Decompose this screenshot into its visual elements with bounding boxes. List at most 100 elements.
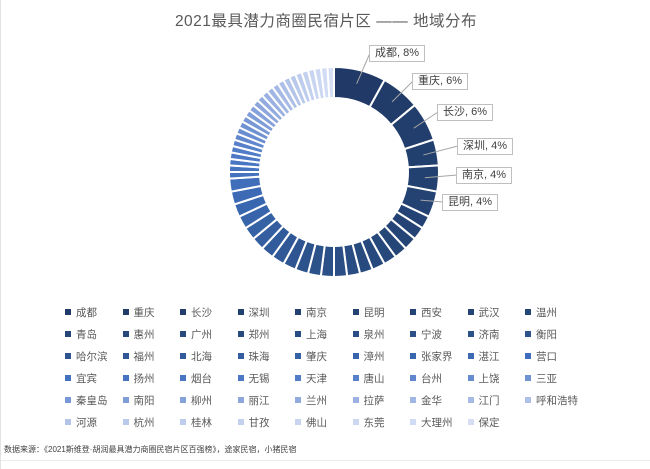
legend-item-label: 东莞	[363, 416, 385, 429]
legend-marker-icon	[295, 419, 301, 425]
leader-line	[391, 80, 414, 103]
legend-item-label: 佛山	[306, 416, 327, 429]
legend-marker-icon	[237, 309, 244, 315]
legend-marker-icon	[410, 397, 416, 403]
callout-label: 昆明, 4%	[442, 194, 499, 211]
legend-item: 大理州	[410, 415, 468, 430]
legend-marker-icon	[122, 397, 129, 403]
legend-item: 丽江	[237, 393, 296, 408]
legend-marker-icon	[525, 331, 531, 337]
legend-item-label: 台州	[421, 372, 442, 385]
legend-marker-icon	[352, 419, 359, 425]
legend-item: 青岛	[65, 327, 123, 342]
legend-item: 郑州	[237, 327, 296, 342]
legend-item-label: 惠州	[133, 328, 155, 341]
legend-marker-icon	[467, 309, 474, 315]
legend-marker-icon	[352, 331, 359, 337]
legend-marker-icon	[467, 375, 474, 381]
legend-item-label: 拉萨	[363, 394, 385, 407]
legend-item: 扬州	[122, 371, 181, 386]
legend-marker-icon	[352, 309, 359, 315]
legend-item-label: 扬州	[133, 372, 155, 385]
legend-marker-icon	[65, 375, 71, 381]
legend-marker-icon	[122, 419, 129, 425]
legend-item: 金华	[410, 393, 468, 408]
legend-item: 惠州	[122, 327, 181, 342]
leader-line	[420, 199, 444, 203]
legend-marker-icon	[237, 331, 244, 337]
legend-marker-icon	[65, 353, 71, 359]
legend-item-label: 柳州	[191, 394, 212, 407]
legend-item-label: 哈尔滨	[76, 350, 108, 363]
legend-item-label: 广州	[191, 328, 212, 341]
legend-marker-icon	[410, 375, 416, 381]
legend-item-label: 南阳	[133, 394, 155, 407]
legend-item: 东莞	[352, 415, 411, 430]
legend-marker-icon	[180, 309, 186, 315]
legend-marker-icon	[525, 353, 531, 359]
legend-item-label: 天津	[306, 372, 327, 385]
legend-item: 三亚	[525, 371, 583, 386]
legend-marker-icon	[295, 375, 301, 381]
legend-item-label: 营口	[536, 350, 557, 363]
legend-marker-icon	[180, 375, 186, 381]
legend-item-label: 成都	[76, 306, 97, 319]
legend-item-label: 杭州	[133, 416, 155, 429]
legend-item: 福州	[122, 349, 181, 364]
callout-label: 重庆, 6%	[412, 73, 469, 90]
legend-item-label: 金华	[421, 394, 442, 407]
legend-item-label: 北海	[191, 350, 212, 363]
chart-slice: 保定 1%	[326, 65, 335, 100]
legend-item: 哈尔滨	[65, 349, 123, 364]
legend-marker-icon	[65, 331, 71, 337]
legend-item: 深圳	[237, 305, 296, 320]
legend-marker-icon	[180, 353, 186, 359]
legend-item-label: 无锡	[248, 372, 270, 385]
legend-item-label: 甘孜	[248, 416, 270, 429]
legend-item-label: 烟台	[191, 372, 212, 385]
legend-marker-icon	[65, 397, 71, 403]
legend-item: 佛山	[295, 415, 353, 430]
legend-marker-icon	[122, 353, 129, 359]
legend-item: 杭州	[122, 415, 181, 430]
legend-item-label: 青岛	[76, 328, 97, 341]
legend-item-label: 漳州	[363, 350, 385, 363]
legend-marker-icon	[122, 309, 129, 315]
legend-item: 北海	[180, 349, 238, 364]
legend-marker-icon	[295, 397, 301, 403]
legend-item: 河源	[65, 415, 123, 430]
legend-item: 珠海	[237, 349, 296, 364]
legend-item-label: 重庆	[133, 306, 155, 319]
leader-line	[423, 145, 459, 156]
legend-marker-icon	[237, 353, 244, 359]
legend-item: 甘孜	[237, 415, 296, 430]
legend-item-label: 泉州	[363, 328, 385, 341]
legend-marker-icon	[295, 309, 301, 315]
legend-marker-icon	[180, 397, 186, 403]
legend-item: 柳州	[180, 393, 238, 408]
legend-item-label: 宁波	[421, 328, 442, 341]
legend-marker-icon	[295, 331, 301, 337]
legend-item-label: 湛江	[478, 350, 500, 363]
legend-item-label: 珠海	[248, 350, 270, 363]
legend-item-label: 张家界	[421, 350, 453, 363]
legend-item: 西安	[410, 305, 468, 320]
legend-item-label: 桂林	[191, 416, 212, 429]
legend-marker-icon	[237, 397, 244, 403]
legend-item: 保定	[467, 415, 526, 430]
legend-marker-icon	[180, 419, 186, 425]
legend-item-label: 兰州	[306, 394, 327, 407]
legend-item: 天津	[295, 371, 353, 386]
legend-item: 武汉	[467, 305, 526, 320]
legend-marker-icon	[352, 375, 359, 381]
legend-item: 湛江	[467, 349, 526, 364]
leader-line	[413, 111, 439, 129]
legend-item: 漳州	[352, 349, 411, 364]
legend-item: 肇庆	[295, 349, 353, 364]
legend-item-label: 丽江	[248, 394, 270, 407]
legend-item: 上海	[295, 327, 353, 342]
legend-marker-icon	[410, 331, 416, 337]
legend-marker-icon	[410, 419, 416, 425]
legend-item-label: 呼和浩特	[536, 394, 578, 407]
